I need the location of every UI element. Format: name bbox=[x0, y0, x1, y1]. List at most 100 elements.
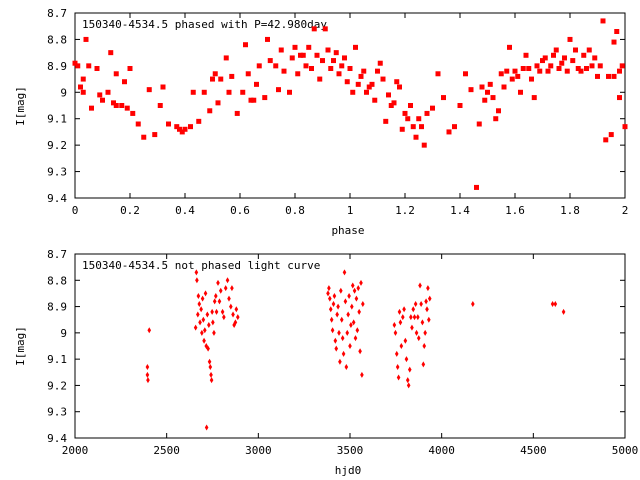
unphased-data-point bbox=[197, 300, 202, 307]
phased-data-point bbox=[512, 68, 518, 74]
phased-data-point bbox=[141, 134, 147, 140]
phased-data-point bbox=[575, 66, 581, 71]
unphased-data-point bbox=[350, 282, 355, 289]
unphased-x-tick-label: 5000 bbox=[612, 444, 639, 457]
unphased-x-tick-label: 4500 bbox=[520, 444, 547, 457]
unphased-data-point bbox=[404, 356, 409, 363]
unphased-data-point bbox=[222, 314, 226, 321]
phased-data-point bbox=[80, 89, 86, 95]
unphased-x-axis-label: hjd0 bbox=[335, 464, 362, 477]
phased-data-point bbox=[421, 142, 427, 148]
phased-x-tick-label: 1.6 bbox=[505, 204, 525, 217]
unphased-y-tick-label: 9 bbox=[60, 327, 67, 340]
phased-data-point bbox=[113, 71, 119, 77]
phased-data-point bbox=[556, 66, 562, 71]
phased-data-point bbox=[498, 71, 504, 77]
unphased-data-point bbox=[402, 306, 406, 313]
unphased-data-point bbox=[332, 293, 337, 300]
unphased-y-tick-label: 8.7 bbox=[47, 248, 67, 261]
phased-data-point bbox=[309, 66, 314, 71]
phased-data-point bbox=[482, 97, 488, 103]
phased-data-point bbox=[201, 89, 207, 95]
phased-data-point bbox=[113, 103, 119, 108]
unphased-data-point bbox=[327, 285, 331, 292]
phased-data-point bbox=[463, 71, 468, 77]
unphased-data-point bbox=[392, 321, 397, 328]
phased-data-point bbox=[89, 105, 94, 111]
unphased-data-point bbox=[195, 277, 199, 284]
phased-data-point bbox=[504, 68, 510, 74]
unphased-data-point bbox=[410, 324, 414, 331]
unphased-x-tick-label: 3500 bbox=[337, 444, 364, 457]
phased-data-point bbox=[518, 89, 523, 95]
unphased-data-point bbox=[146, 377, 150, 384]
unphased-data-point bbox=[333, 337, 338, 344]
unphased-data-point bbox=[420, 319, 425, 326]
phased-data-point bbox=[526, 66, 532, 71]
phased-data-point bbox=[531, 95, 537, 101]
unphased-data-point bbox=[411, 306, 416, 313]
unphased-data-point bbox=[414, 329, 419, 336]
unphased-data-point bbox=[236, 314, 240, 321]
unphased-data-point bbox=[194, 269, 199, 276]
unphased-data-point bbox=[394, 350, 399, 357]
phased-data-point bbox=[493, 116, 499, 122]
unphased-data-point bbox=[193, 324, 198, 331]
unphased-data-point bbox=[342, 269, 347, 276]
phased-data-point bbox=[342, 55, 347, 61]
phased-data-point bbox=[562, 55, 567, 61]
unphased-y-tick-label: 9.3 bbox=[47, 406, 67, 419]
phased-x-tick-label: 0.2 bbox=[120, 204, 140, 217]
phased-data-point bbox=[336, 71, 342, 77]
unphased-data-point bbox=[401, 314, 405, 321]
phased-x-tick-label: 0 bbox=[72, 204, 79, 217]
unphased-data-point bbox=[425, 306, 429, 313]
unphased-data-point bbox=[353, 335, 358, 342]
unphased-data-point bbox=[341, 350, 346, 357]
phased-data-point bbox=[218, 76, 224, 82]
unphased-data-point bbox=[211, 319, 215, 326]
phased-data-point bbox=[347, 66, 353, 71]
phased-data-point bbox=[234, 110, 240, 116]
phased-data-point bbox=[320, 58, 325, 64]
phased-data-point bbox=[86, 63, 92, 69]
unphased-data-points bbox=[145, 269, 566, 431]
unphased-data-point bbox=[355, 327, 360, 334]
phased-data-point bbox=[223, 55, 229, 61]
phased-data-point bbox=[606, 73, 611, 79]
phased-data-point bbox=[399, 126, 405, 132]
unphased-data-point bbox=[350, 303, 354, 310]
phased-data-point bbox=[586, 47, 592, 53]
unphased-data-point bbox=[220, 308, 225, 315]
phased-data-point bbox=[534, 63, 540, 69]
phased-data-point bbox=[135, 121, 141, 127]
phased-data-point bbox=[410, 124, 416, 130]
phased-data-point bbox=[567, 36, 573, 42]
unphased-data-point bbox=[344, 364, 349, 371]
phased-data-point bbox=[600, 18, 606, 24]
phased-y-tick-label: 9.4 bbox=[47, 192, 67, 205]
phased-data-point bbox=[265, 36, 270, 42]
unphased-data-point bbox=[214, 308, 219, 315]
phased-data-point bbox=[196, 118, 202, 124]
phased-data-point bbox=[358, 73, 364, 79]
phased-y-axis-label: I[mag] bbox=[14, 86, 27, 126]
phased-data-point bbox=[397, 84, 402, 90]
phased-data-point bbox=[325, 47, 331, 53]
unphased-x-tick-label: 3000 bbox=[245, 444, 272, 457]
phased-data-point bbox=[611, 39, 617, 45]
unphased-data-point bbox=[426, 285, 430, 292]
phased-x-tick-label: 2 bbox=[622, 204, 629, 217]
unphased-data-point bbox=[356, 285, 361, 292]
phased-data-point bbox=[592, 55, 598, 61]
phased-data-point bbox=[507, 44, 512, 50]
phased-data-point bbox=[589, 63, 595, 69]
unphased-chart-title: 150340-4534.5 not phased light curve bbox=[82, 259, 320, 272]
phased-x-tick-label: 0.8 bbox=[285, 204, 305, 217]
unphased-data-point bbox=[561, 308, 566, 315]
unphased-data-point bbox=[330, 327, 335, 334]
phased-data-point bbox=[617, 68, 622, 74]
phased-data-point bbox=[496, 108, 501, 114]
unphased-axis-ticks: 2000 2500 3000 3500 4000 4500 5000 8.7 8.8 8.9 9 9.… bbox=[47, 248, 638, 457]
